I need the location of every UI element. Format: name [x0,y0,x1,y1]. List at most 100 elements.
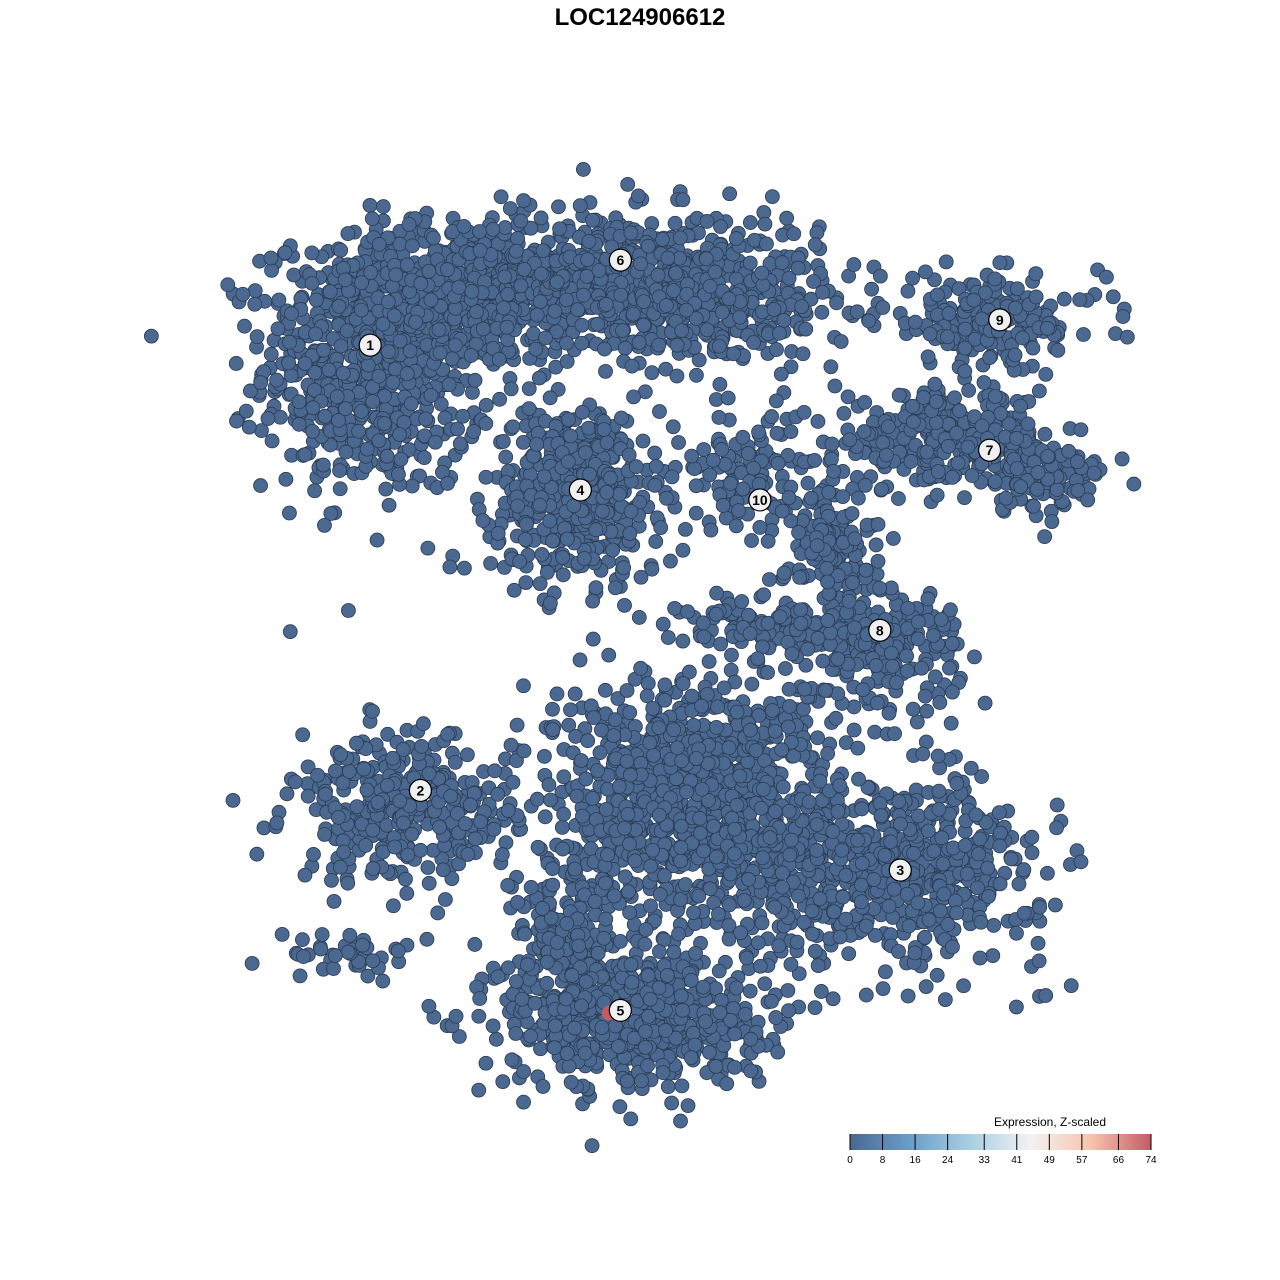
cell-point [856,424,872,439]
cell-point [960,439,976,455]
cell-point [671,435,686,450]
cell-point [689,367,704,383]
cell-point [316,342,331,358]
cell-point [800,475,816,491]
cell-point [824,436,840,452]
cell-point [985,948,1001,964]
cell-point [574,317,590,333]
cell-point [793,602,809,618]
cell-point [333,338,349,354]
cell-point [331,413,346,428]
cell-point [1012,398,1028,414]
cell-point [308,326,323,342]
cell-point [734,594,750,609]
cell-point [774,503,790,519]
cell-point [331,298,347,314]
cell-point [536,469,552,485]
cell-point [793,616,809,631]
cell-point [974,311,990,327]
cell-point [572,198,588,214]
cell-point [416,450,432,466]
cell-point [891,491,906,506]
cell-point [578,445,593,461]
cell-point [515,434,531,450]
cell-point [392,793,408,809]
cell-point [723,476,739,491]
cell-point [905,701,921,717]
cell-point [721,291,737,307]
cell-point [728,518,744,534]
cell-point [934,830,950,846]
cell-point [1024,829,1040,845]
cell-point [244,955,260,971]
cell-point [362,198,378,213]
cell-point [559,292,574,308]
cell-point [420,540,436,556]
cell-point [964,468,980,483]
cell-point [616,560,632,576]
cell-point [875,435,891,451]
cell-point [538,330,553,346]
cell-point [574,335,590,351]
cell-point [340,226,356,241]
cell-point [936,886,952,902]
cell-point [803,490,819,506]
cell-point [535,243,551,259]
cell-point [595,503,610,519]
cell-point [241,419,257,435]
cell-point [731,503,746,518]
cell-point [282,334,298,350]
cell-point [778,661,793,676]
cell-point [304,275,320,291]
cell-point [597,341,612,357]
cell-point [1016,862,1032,878]
cell-point [878,964,893,980]
cell-point [1044,514,1060,530]
cell-point [440,726,456,742]
cell-point [917,929,933,945]
cell-point [910,614,926,630]
cell-point [872,580,888,596]
cell-point [500,286,516,302]
cell-point [702,278,718,294]
cell-point [707,264,723,280]
cell-point [686,461,702,477]
cell-point [826,464,841,479]
cell-point [623,504,639,519]
cell-point [283,368,299,383]
cell-point [443,788,459,804]
cell-point [326,961,341,976]
cell-point [494,847,510,862]
cell-point [1105,289,1121,305]
cell-point [907,314,923,330]
chart-title: LOC124906612 [554,4,726,31]
cell-point [713,636,729,652]
cell-point [790,260,806,276]
cell-point [796,405,812,420]
cell-point [495,1074,511,1090]
cell-point [807,237,823,253]
cell-point [386,308,402,324]
cell-point [478,469,494,485]
cell-point [1030,935,1046,951]
cell-point [922,326,938,342]
cell-point [365,379,380,395]
cell-point [533,1041,548,1057]
cell-point [742,983,758,999]
cell-point [328,763,343,779]
cell-point [1063,978,1079,994]
cell-point [611,486,627,502]
cell-point [353,302,369,318]
cell-point [417,428,433,444]
cell-point [532,576,548,592]
cell-point [815,653,831,669]
cell-point [810,958,826,974]
cell-point [901,918,917,934]
cell-point [338,401,353,417]
cell-point [404,238,420,254]
cell-point [973,914,989,930]
cell-point [615,323,630,338]
cell-point [644,365,660,381]
cell-point [668,265,684,281]
cell-point [400,847,416,863]
